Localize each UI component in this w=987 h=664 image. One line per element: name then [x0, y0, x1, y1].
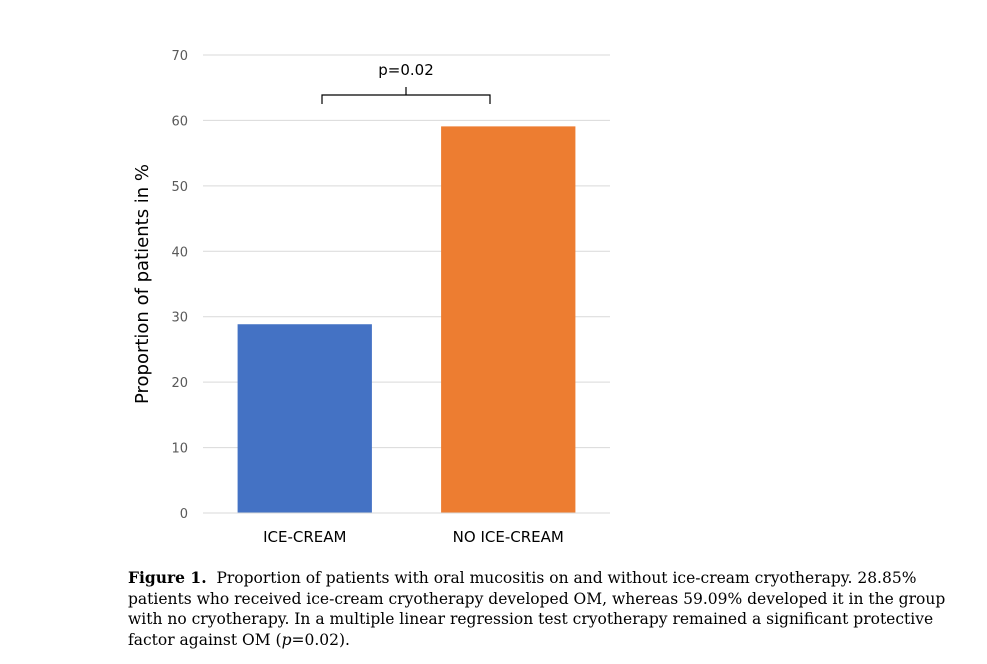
x-axis-labels: ICE-CREAM NO ICE-CREAM: [263, 528, 564, 546]
y-tick-label: 70: [171, 49, 188, 64]
y-tick-label: 60: [171, 114, 188, 129]
y-axis-ticks: 0 10 20 30 40 50 60 70: [171, 49, 188, 522]
bars: [237, 126, 576, 513]
caption-text: Proportion of patients with oral mucosit…: [128, 569, 946, 649]
p-value-annotation: p=0.02: [378, 61, 434, 79]
significance-bracket: [321, 87, 491, 104]
y-tick-label: 0: [180, 507, 188, 522]
caption-text-end: =0.02).: [291, 630, 350, 649]
y-tick-label: 10: [171, 442, 188, 457]
y-tick-label: 20: [171, 376, 188, 391]
bar-ice-cream: [237, 324, 372, 513]
figure-label: Figure 1.: [128, 568, 207, 587]
bar-no-ice-cream: [441, 126, 576, 513]
figure-caption: Figure 1. Proportion of patients with or…: [128, 568, 968, 650]
x-category-label: ICE-CREAM: [263, 528, 346, 546]
x-category-label: NO ICE-CREAM: [453, 528, 564, 546]
y-tick-label: 40: [171, 245, 188, 260]
bar-chart: 0 10 20 30 40 50 60 70 ICE-CREAM NO ICE-CREAM Pr…: [132, 49, 610, 546]
caption-p-symbol: p: [281, 630, 292, 649]
y-tick-label: 30: [171, 311, 188, 326]
y-axis-title: Proportion of patients in %: [132, 164, 153, 404]
y-tick-label: 50: [171, 180, 188, 195]
